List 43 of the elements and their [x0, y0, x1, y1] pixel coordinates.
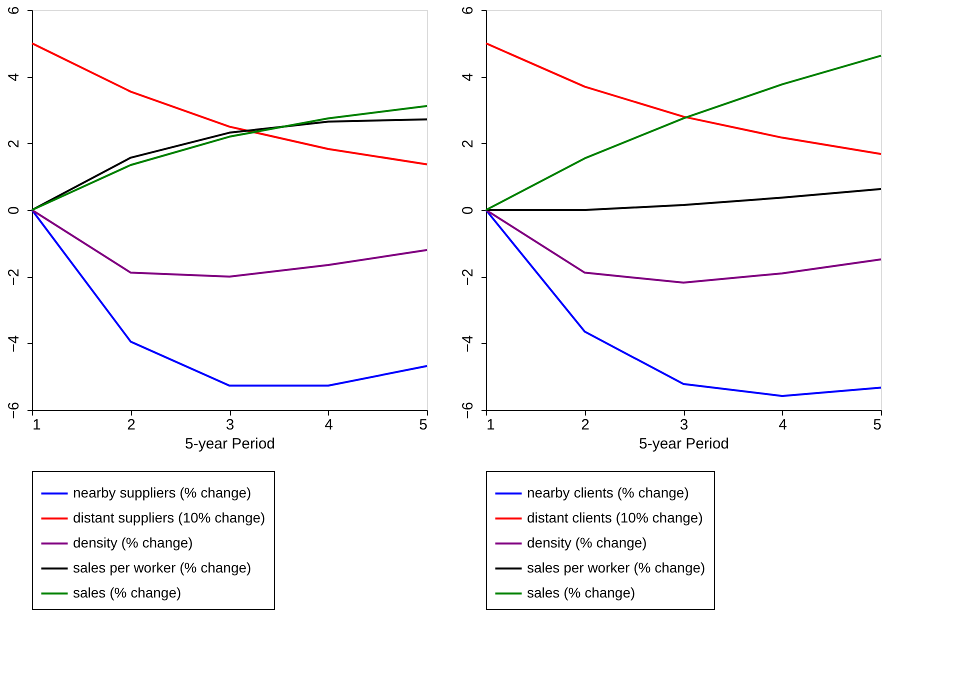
y-tick-label: 0 [460, 206, 476, 215]
x-tick-label: 5 [419, 416, 428, 434]
legend-label: nearby clients (% change) [527, 484, 689, 500]
line-series [485, 54, 882, 211]
y-tick-label: 6 [460, 6, 476, 15]
x-tick-label: 5 [873, 416, 882, 434]
y-tick-label: −4 [460, 335, 476, 352]
x-tick-label: 2 [581, 416, 590, 434]
line-series [485, 209, 882, 397]
x-tick-label: 3 [226, 416, 234, 434]
y-tick-label: 0 [6, 206, 22, 215]
legend-label: density (% change) [73, 534, 193, 550]
line-series [31, 42, 428, 166]
line-series [31, 209, 428, 278]
x-tick-label: 4 [324, 416, 333, 434]
legend-label: sales per worker (% change) [73, 560, 252, 576]
y-tick-label: −2 [6, 268, 22, 286]
x-tick-label: 1 [32, 416, 41, 434]
x-tick-label: 1 [486, 416, 495, 434]
line-series [31, 209, 428, 387]
legend-label: sales (% change) [73, 584, 182, 600]
y-tick-label: 4 [460, 72, 476, 82]
line-series [485, 42, 882, 155]
legend-label: nearby suppliers (% change) [73, 484, 252, 500]
legend-label: sales (% change) [527, 584, 636, 600]
line-series [485, 209, 882, 284]
y-tick-label: 2 [460, 140, 476, 148]
y-tick-label: −4 [6, 335, 22, 352]
y-tick-label: 2 [6, 140, 22, 148]
y-tick-label: 4 [6, 72, 22, 82]
y-tick-label: 6 [6, 6, 22, 15]
y-tick-label: −6 [460, 402, 476, 420]
x-tick-label: 3 [680, 416, 688, 434]
y-tick-label: −6 [6, 402, 22, 420]
x-axis-title: 5-year Period [638, 436, 730, 452]
legend-label: distant clients (10% change) [527, 510, 703, 526]
x-axis-title: 5-year Period [184, 436, 276, 452]
legend-label: sales per worker (% change) [527, 560, 706, 576]
legend-label: density (% change) [527, 534, 647, 550]
x-tick-label: 4 [778, 416, 787, 434]
y-tick-label: −2 [460, 268, 476, 286]
legend-label: distant suppliers (10% change) [73, 510, 266, 526]
x-tick-label: 2 [127, 416, 136, 434]
